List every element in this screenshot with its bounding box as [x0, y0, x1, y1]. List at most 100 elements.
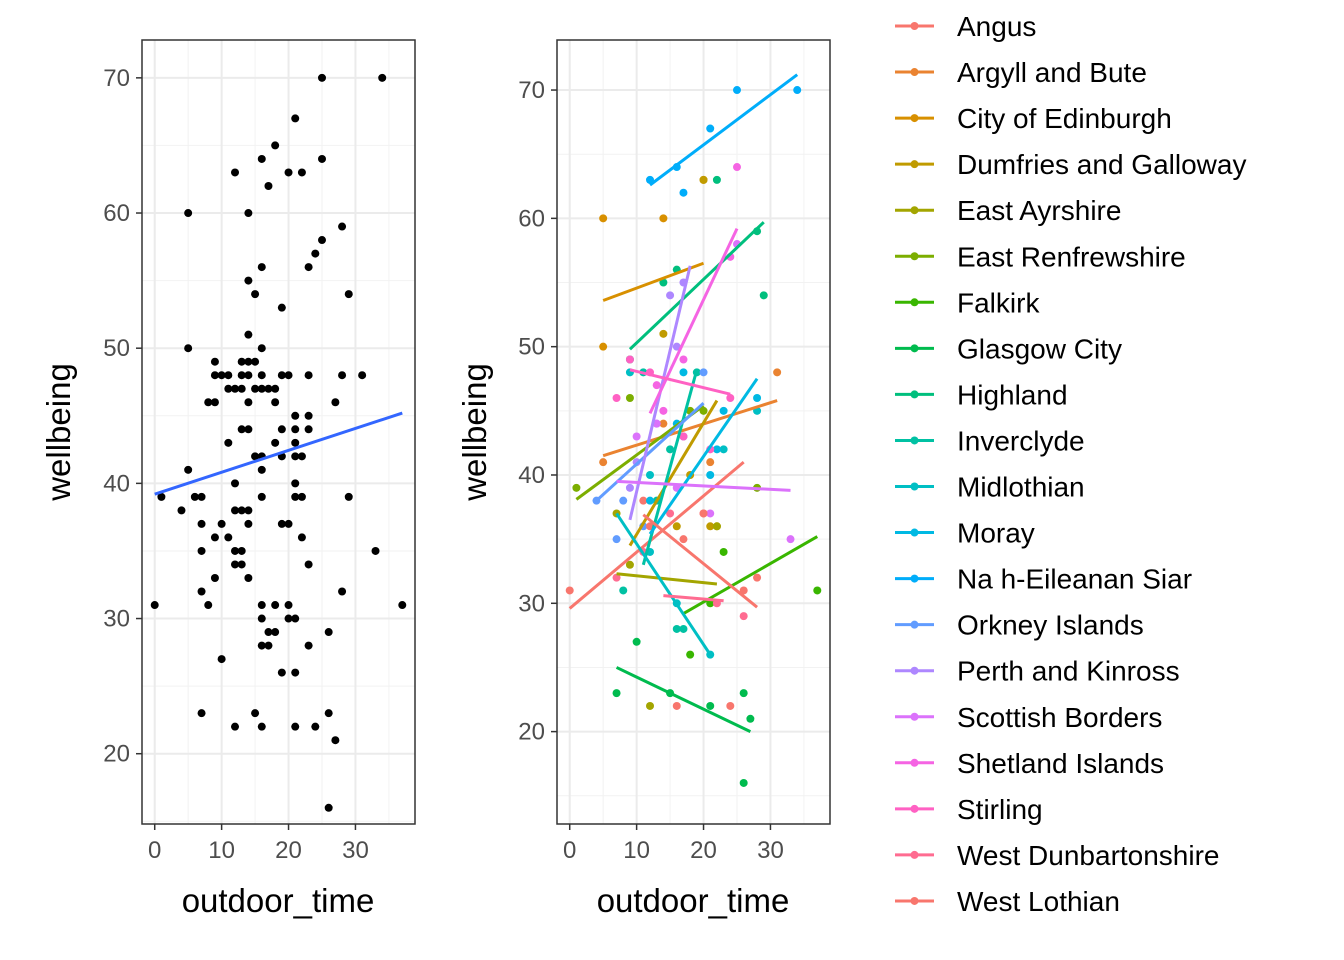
left-y-tick-label: 60 — [103, 200, 130, 227]
data-point — [612, 535, 621, 544]
data-point — [217, 519, 226, 528]
data-point — [224, 371, 233, 380]
legend-key — [895, 758, 934, 767]
data-point — [284, 371, 293, 380]
data-point — [271, 438, 280, 447]
data-point — [712, 522, 721, 531]
legend-key — [895, 574, 934, 583]
legend-label: Shetland Islands — [957, 748, 1164, 779]
legend-key — [895, 528, 934, 537]
data-point — [264, 628, 273, 637]
data-point — [297, 452, 306, 461]
legend-key — [895, 850, 934, 859]
data-point — [190, 492, 199, 501]
data-point — [244, 371, 253, 380]
data-point — [652, 381, 661, 390]
data-point — [739, 612, 748, 621]
data-point — [204, 398, 213, 407]
right-x-tick-label: 0 — [563, 837, 576, 864]
series-fit-line — [616, 572, 718, 586]
legend-label: Scottish Borders — [957, 702, 1162, 733]
data-point — [786, 535, 795, 544]
series-fit-line — [595, 402, 705, 502]
data-point — [679, 624, 688, 633]
data-point — [291, 668, 300, 677]
data-point — [632, 432, 641, 441]
legend-label: East Renfrewshire — [957, 241, 1186, 272]
left-x-tick-label: 0 — [148, 837, 161, 864]
data-point — [197, 546, 206, 555]
legend-label: Midlothian — [957, 472, 1085, 503]
data-point — [277, 519, 286, 528]
data-point — [271, 141, 280, 150]
left-y-axis: 20 30 40 50 60 70 — [103, 65, 142, 768]
legend-key — [895, 22, 934, 30]
data-point — [324, 628, 333, 637]
data-point — [237, 384, 246, 393]
data-point — [679, 188, 688, 197]
legend-label: West Lothian — [957, 886, 1120, 917]
data-point — [706, 701, 715, 710]
data-point — [271, 398, 280, 407]
right-x-axis: 0 10 20 30 — [563, 824, 784, 864]
data-point — [719, 406, 728, 415]
data-point — [639, 496, 648, 505]
legend-key — [895, 666, 934, 675]
data-point — [284, 614, 293, 623]
data-point — [304, 371, 313, 380]
left-x-axis: 0 10 20 30 — [148, 824, 369, 864]
right-x-tick-label: 20 — [690, 837, 717, 864]
data-point — [157, 492, 166, 501]
data-point — [632, 637, 641, 646]
data-point — [277, 303, 286, 312]
legend-key — [895, 482, 934, 491]
data-point — [231, 384, 240, 393]
series-fit-line — [663, 594, 724, 603]
data-point — [304, 560, 313, 569]
series-fit-line — [615, 512, 712, 656]
data-point — [210, 573, 219, 582]
data-point — [599, 214, 608, 223]
data-point — [679, 535, 688, 544]
data-point — [257, 492, 266, 501]
data-point — [237, 425, 246, 434]
data-point — [324, 709, 333, 718]
right-y-axis-title: wellbeing — [456, 363, 493, 502]
data-point — [659, 278, 668, 287]
series-fit-line — [602, 261, 705, 302]
legend-label: Argyll and Bute — [957, 57, 1147, 88]
data-point — [317, 154, 326, 163]
data-point — [251, 384, 260, 393]
left-y-axis-title: wellbeing — [40, 363, 77, 502]
series-fit-line — [629, 368, 731, 396]
data-point — [231, 479, 240, 488]
data-point — [331, 398, 340, 407]
data-point — [666, 291, 675, 300]
data-point — [813, 586, 822, 595]
data-point — [304, 641, 313, 650]
legend-label: Stirling — [957, 794, 1043, 825]
data-point — [619, 586, 628, 595]
data-point — [565, 586, 574, 595]
data-point — [210, 398, 219, 407]
data-point — [659, 329, 668, 338]
data-point — [371, 546, 380, 555]
data-point — [753, 573, 762, 582]
data-point — [311, 249, 320, 258]
right-y-tick-label: 70 — [518, 77, 545, 104]
series-fit-line — [648, 377, 759, 535]
legend-key — [895, 436, 934, 445]
right-panel-border — [556, 39, 831, 825]
data-point — [150, 601, 159, 610]
left-x-tick-label: 10 — [208, 837, 235, 864]
data-point — [291, 425, 300, 434]
series-fit-line — [602, 399, 778, 458]
data-point — [257, 601, 266, 610]
data-point — [712, 445, 721, 454]
left-x-tick-label: 30 — [342, 837, 369, 864]
data-point — [291, 614, 300, 623]
data-point — [793, 86, 802, 95]
data-point — [726, 393, 735, 402]
legend-key — [895, 68, 934, 77]
